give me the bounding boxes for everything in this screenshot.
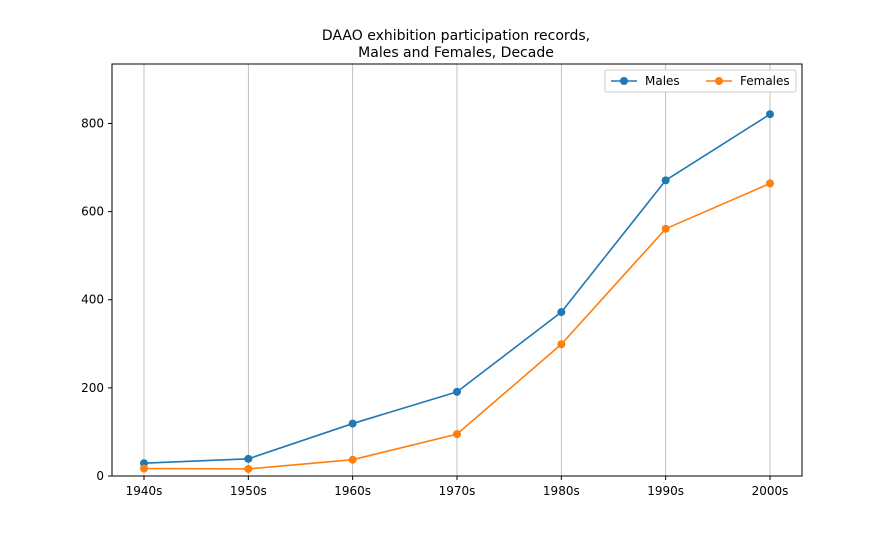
x-tick-label-1980s: 1980s	[543, 484, 580, 498]
y-tick-label-600: 600	[81, 205, 104, 219]
point-males-1960s	[348, 419, 357, 428]
x-tick-label-1950s: 1950s	[230, 484, 267, 498]
legend-label-females: Females	[740, 74, 790, 88]
axes: 1940s 1950s 1960s 1970s 1980s 1990s 2000s 0 200 4…	[81, 63, 803, 498]
y-tick-label-800: 800	[81, 116, 104, 130]
x-tick-label-2000s: 2000s	[752, 484, 789, 498]
x-tick-label-1970s: 1970s	[439, 484, 476, 498]
x-tick-label-1960s: 1960s	[334, 484, 371, 498]
point-females-2000s	[766, 179, 774, 188]
legend: Males Females	[604, 69, 797, 93]
point-males-1970s	[453, 387, 461, 396]
series-lines	[140, 110, 774, 473]
point-females-1990s	[661, 224, 670, 233]
y-tick-label-200: 200	[81, 381, 104, 395]
point-males-1950s	[244, 454, 253, 463]
point-females-1980s	[557, 340, 566, 349]
y-tick-label-400: 400	[81, 293, 104, 307]
legend-label-males: Males	[645, 74, 680, 88]
x-tick-label-1940s: 1940s	[126, 484, 163, 498]
point-males-1990s	[661, 176, 670, 185]
point-females-1970s	[453, 430, 461, 439]
point-females-1940s	[140, 464, 148, 473]
legend-marker-females	[715, 77, 723, 85]
chart-title-line-2: Males and Females, Decade	[358, 45, 554, 61]
point-females-1960s	[348, 455, 357, 464]
chart-title-line-1: DAAO exhibition participation records,	[322, 28, 590, 44]
grid-lines	[143, 64, 771, 476]
x-tick-label-1990s: 1990s	[647, 484, 684, 498]
point-females-1950s	[244, 464, 253, 473]
legend-box	[604, 69, 797, 93]
legend-marker-males	[620, 77, 628, 85]
point-males-1980s	[557, 308, 566, 317]
point-males-2000s	[766, 110, 774, 119]
y-tick-label-0: 0	[96, 469, 104, 483]
